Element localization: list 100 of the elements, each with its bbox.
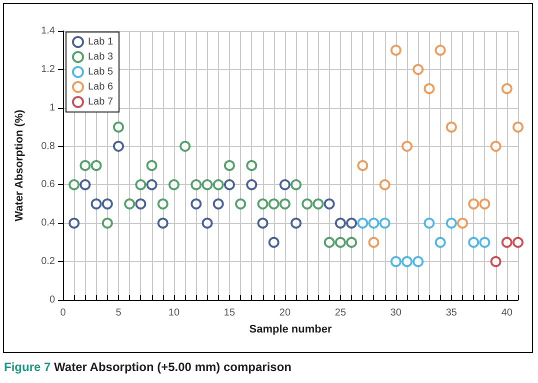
y-axis-title: Water Absorption (%) [14, 109, 26, 222]
x-tick-label: 10 [168, 308, 180, 318]
point [279, 179, 290, 190]
x-tick-label: 20 [279, 308, 291, 318]
point [479, 236, 490, 248]
point [490, 256, 502, 268]
point [102, 198, 113, 210]
point [490, 140, 502, 152]
point [135, 179, 146, 190]
y-tick-label: 1 [49, 102, 56, 114]
point [501, 236, 512, 248]
point [512, 122, 524, 133]
point [90, 160, 102, 171]
legend-label: Lab 7 [88, 96, 114, 108]
y-tick-label: 1.2 [41, 64, 56, 75]
point [512, 236, 524, 248]
point [190, 198, 202, 210]
point [368, 218, 380, 229]
y-tick-label: 0.6 [41, 179, 56, 190]
point [446, 122, 457, 133]
point [479, 198, 490, 210]
y-tick-label: 1.4 [41, 26, 56, 36]
point [112, 122, 124, 133]
point [224, 179, 235, 190]
point [390, 256, 402, 268]
point [80, 160, 91, 171]
point [135, 198, 146, 210]
point [312, 198, 324, 210]
point [190, 179, 202, 190]
x-tick-label: 25 [334, 308, 346, 318]
point [257, 198, 268, 210]
point [468, 236, 480, 248]
point [412, 256, 424, 268]
point [324, 236, 335, 248]
point [402, 256, 413, 268]
point [246, 179, 258, 190]
point [434, 44, 446, 56]
point [212, 179, 224, 190]
y-tick-label: 0.4 [41, 218, 56, 229]
point [346, 218, 358, 229]
point [102, 218, 113, 229]
point [68, 179, 80, 190]
point [446, 218, 457, 229]
point [346, 236, 358, 248]
x-tick-label: 40 [501, 308, 513, 318]
point [180, 140, 191, 152]
point [290, 179, 302, 190]
x-tick-label: 0 [60, 308, 66, 318]
point [424, 218, 435, 229]
point [202, 179, 213, 190]
point [224, 160, 235, 171]
point [168, 179, 180, 190]
point [212, 198, 224, 210]
point [279, 198, 290, 210]
point [334, 218, 346, 229]
point [379, 179, 390, 190]
x-axis-title: Sample number [249, 324, 332, 336]
point [368, 236, 380, 248]
point [402, 140, 413, 152]
point [268, 198, 280, 210]
x-tick-label: 15 [224, 308, 236, 318]
point [457, 218, 468, 229]
text: Figure 7 Water Absorption (+5.00 mm) comparison [4, 360, 292, 374]
legend-label: Lab 1 [88, 36, 114, 48]
point [468, 198, 480, 210]
point [112, 140, 124, 152]
point [235, 198, 246, 210]
point [68, 218, 80, 229]
point [124, 198, 136, 210]
point [379, 218, 390, 229]
y-tick-label: 0.8 [41, 140, 56, 152]
point [268, 236, 280, 248]
y-tick-label: 0 [49, 294, 56, 306]
x-tick-label: 5 [116, 308, 122, 318]
point [157, 218, 168, 229]
point [324, 198, 335, 210]
point [157, 198, 168, 210]
point [146, 179, 158, 190]
point [246, 160, 258, 171]
point [390, 44, 402, 56]
point [202, 218, 213, 229]
x-tick-label: 35 [446, 308, 458, 318]
point [290, 218, 302, 229]
point [334, 236, 346, 248]
point [80, 179, 91, 190]
y-tick-label: 0.2 [41, 256, 56, 268]
point [357, 218, 368, 229]
legend-label: Lab 3 [88, 52, 114, 62]
point [257, 218, 268, 229]
x-tick-label: 30 [390, 308, 402, 318]
point [146, 160, 158, 171]
legend-label: Lab 5 [88, 66, 114, 78]
point [424, 83, 435, 94]
point [412, 64, 424, 75]
point [90, 198, 102, 210]
point [302, 198, 313, 210]
point [434, 236, 446, 248]
point [357, 160, 368, 171]
legend-label: Lab 6 [88, 82, 114, 92]
point [501, 83, 512, 94]
